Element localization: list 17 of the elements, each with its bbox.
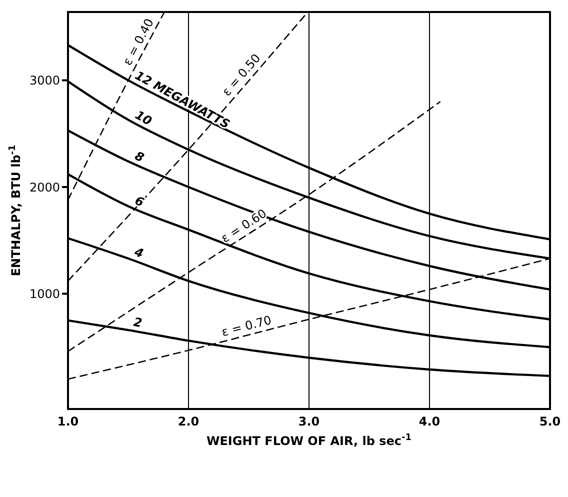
text: ε = 0.60: [218, 206, 270, 246]
text: ε = 0.40: [120, 16, 156, 68]
text: 8: [132, 148, 146, 165]
text: ε = 0.70: [220, 313, 273, 340]
text: 10: [132, 108, 154, 128]
x-tick-label: 4.0: [418, 414, 440, 429]
text: 6: [132, 193, 146, 210]
text: 2: [132, 314, 144, 330]
x-tick-label: 2.0: [178, 414, 200, 429]
y-tick-label: 3000: [29, 74, 60, 88]
x-tick-label: 3.0: [298, 414, 320, 429]
text: 4: [132, 244, 146, 261]
y-tick-label: 1000: [29, 287, 60, 301]
x-axis-title: WEIGHT FLOW OF AIR, lb sec$^{-1}$: [206, 433, 412, 448]
x-tick-label: 5.0: [539, 414, 561, 429]
x-tick-label: 1.0: [57, 414, 79, 429]
y-tick-label: 2000: [29, 180, 60, 194]
